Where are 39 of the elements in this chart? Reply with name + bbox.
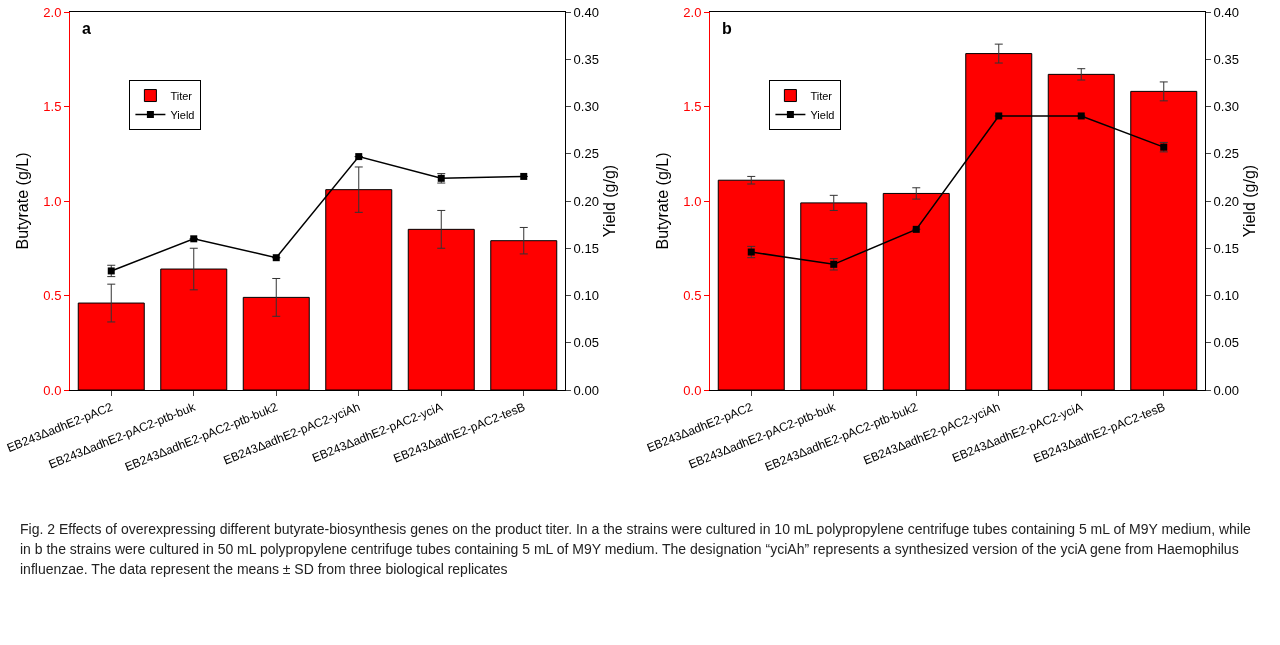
y2-tick-label: 0.20 xyxy=(1213,193,1239,209)
annotation: b xyxy=(722,20,732,37)
y2-tick-label: 0.40 xyxy=(1213,4,1239,20)
y2-tick-label: 0.25 xyxy=(1213,146,1239,162)
y-tick-label: 0.0 xyxy=(683,382,702,398)
legend-label: Titer xyxy=(170,89,193,102)
y-axis-title: Butyrate (g/L) xyxy=(14,152,31,250)
y2-tick-label: 0.30 xyxy=(573,99,599,115)
y2-tick-label: 0.05 xyxy=(1213,335,1239,351)
y2-tick-label: 0.35 xyxy=(1213,51,1239,67)
y2-tick-label: 0.05 xyxy=(573,335,599,351)
y2-tick-label: 0.20 xyxy=(573,193,599,209)
legend-label: Yield xyxy=(170,108,195,121)
annotation: a xyxy=(82,20,91,37)
legend-label: Yield xyxy=(810,108,835,121)
y2-tick-label: 0.00 xyxy=(573,382,599,398)
y-tick-label: 1.5 xyxy=(683,99,702,115)
y2-tick-label: 0.25 xyxy=(573,146,599,162)
y2-tick-label: 0.00 xyxy=(1213,382,1239,398)
y-tick-label: 0.0 xyxy=(43,382,62,398)
y2-axis-title: Yield (g/g) xyxy=(1241,164,1258,238)
y2-tick-label: 0.30 xyxy=(1213,99,1239,115)
y-tick-label: 0.5 xyxy=(683,288,702,304)
legend-label: Titer xyxy=(810,89,833,102)
caption: Fig. 2 Effects of overexpressing different butyrate-biosynthesis genes on the product titer. In a the strains were cultured in 10 mL polypropylene centrifuge tubes containing 5 mL of M9Y medium, while in b the strains were cultured in 50 mL polypropylene centrifuge tubes containing 5 mL of M9Y medium. The designation “yciAh” represents a synthesized version of the yciA gene from Haemophilus influenzae. The data represent the means ± SD from three biological replicates xyxy=(19,520,1252,579)
y-tick-label: 0.5 xyxy=(43,288,62,304)
y2-tick-label: 0.40 xyxy=(573,4,599,20)
y-tick-label: 1.0 xyxy=(683,193,702,209)
y-tick-label: 2.0 xyxy=(43,4,62,20)
y-tick-label: 1.5 xyxy=(43,99,62,115)
y2-tick-label: 0.10 xyxy=(573,288,599,304)
y2-tick-label: 0.15 xyxy=(1213,240,1239,256)
y2-tick-label: 0.15 xyxy=(573,240,599,256)
y2-tick-label: 0.10 xyxy=(1213,288,1239,304)
y-axis-title: Butyrate (g/L) xyxy=(654,152,671,250)
y-tick-label: 1.0 xyxy=(43,193,62,209)
y-tick-label: 2.0 xyxy=(683,4,702,20)
y2-tick-label: 0.35 xyxy=(573,51,599,67)
y2-axis-title: Yield (g/g) xyxy=(601,164,618,238)
